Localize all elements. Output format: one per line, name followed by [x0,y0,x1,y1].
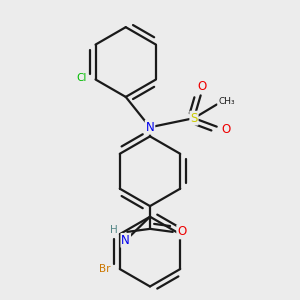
Text: CH₃: CH₃ [218,97,235,106]
Text: O: O [221,123,230,136]
Text: N: N [122,234,130,247]
Text: Br: Br [99,264,110,274]
Text: H: H [110,225,118,236]
Text: Cl: Cl [77,73,87,83]
Text: S: S [190,112,198,125]
Text: N: N [146,121,154,134]
Text: O: O [177,225,187,239]
Text: O: O [197,80,207,93]
